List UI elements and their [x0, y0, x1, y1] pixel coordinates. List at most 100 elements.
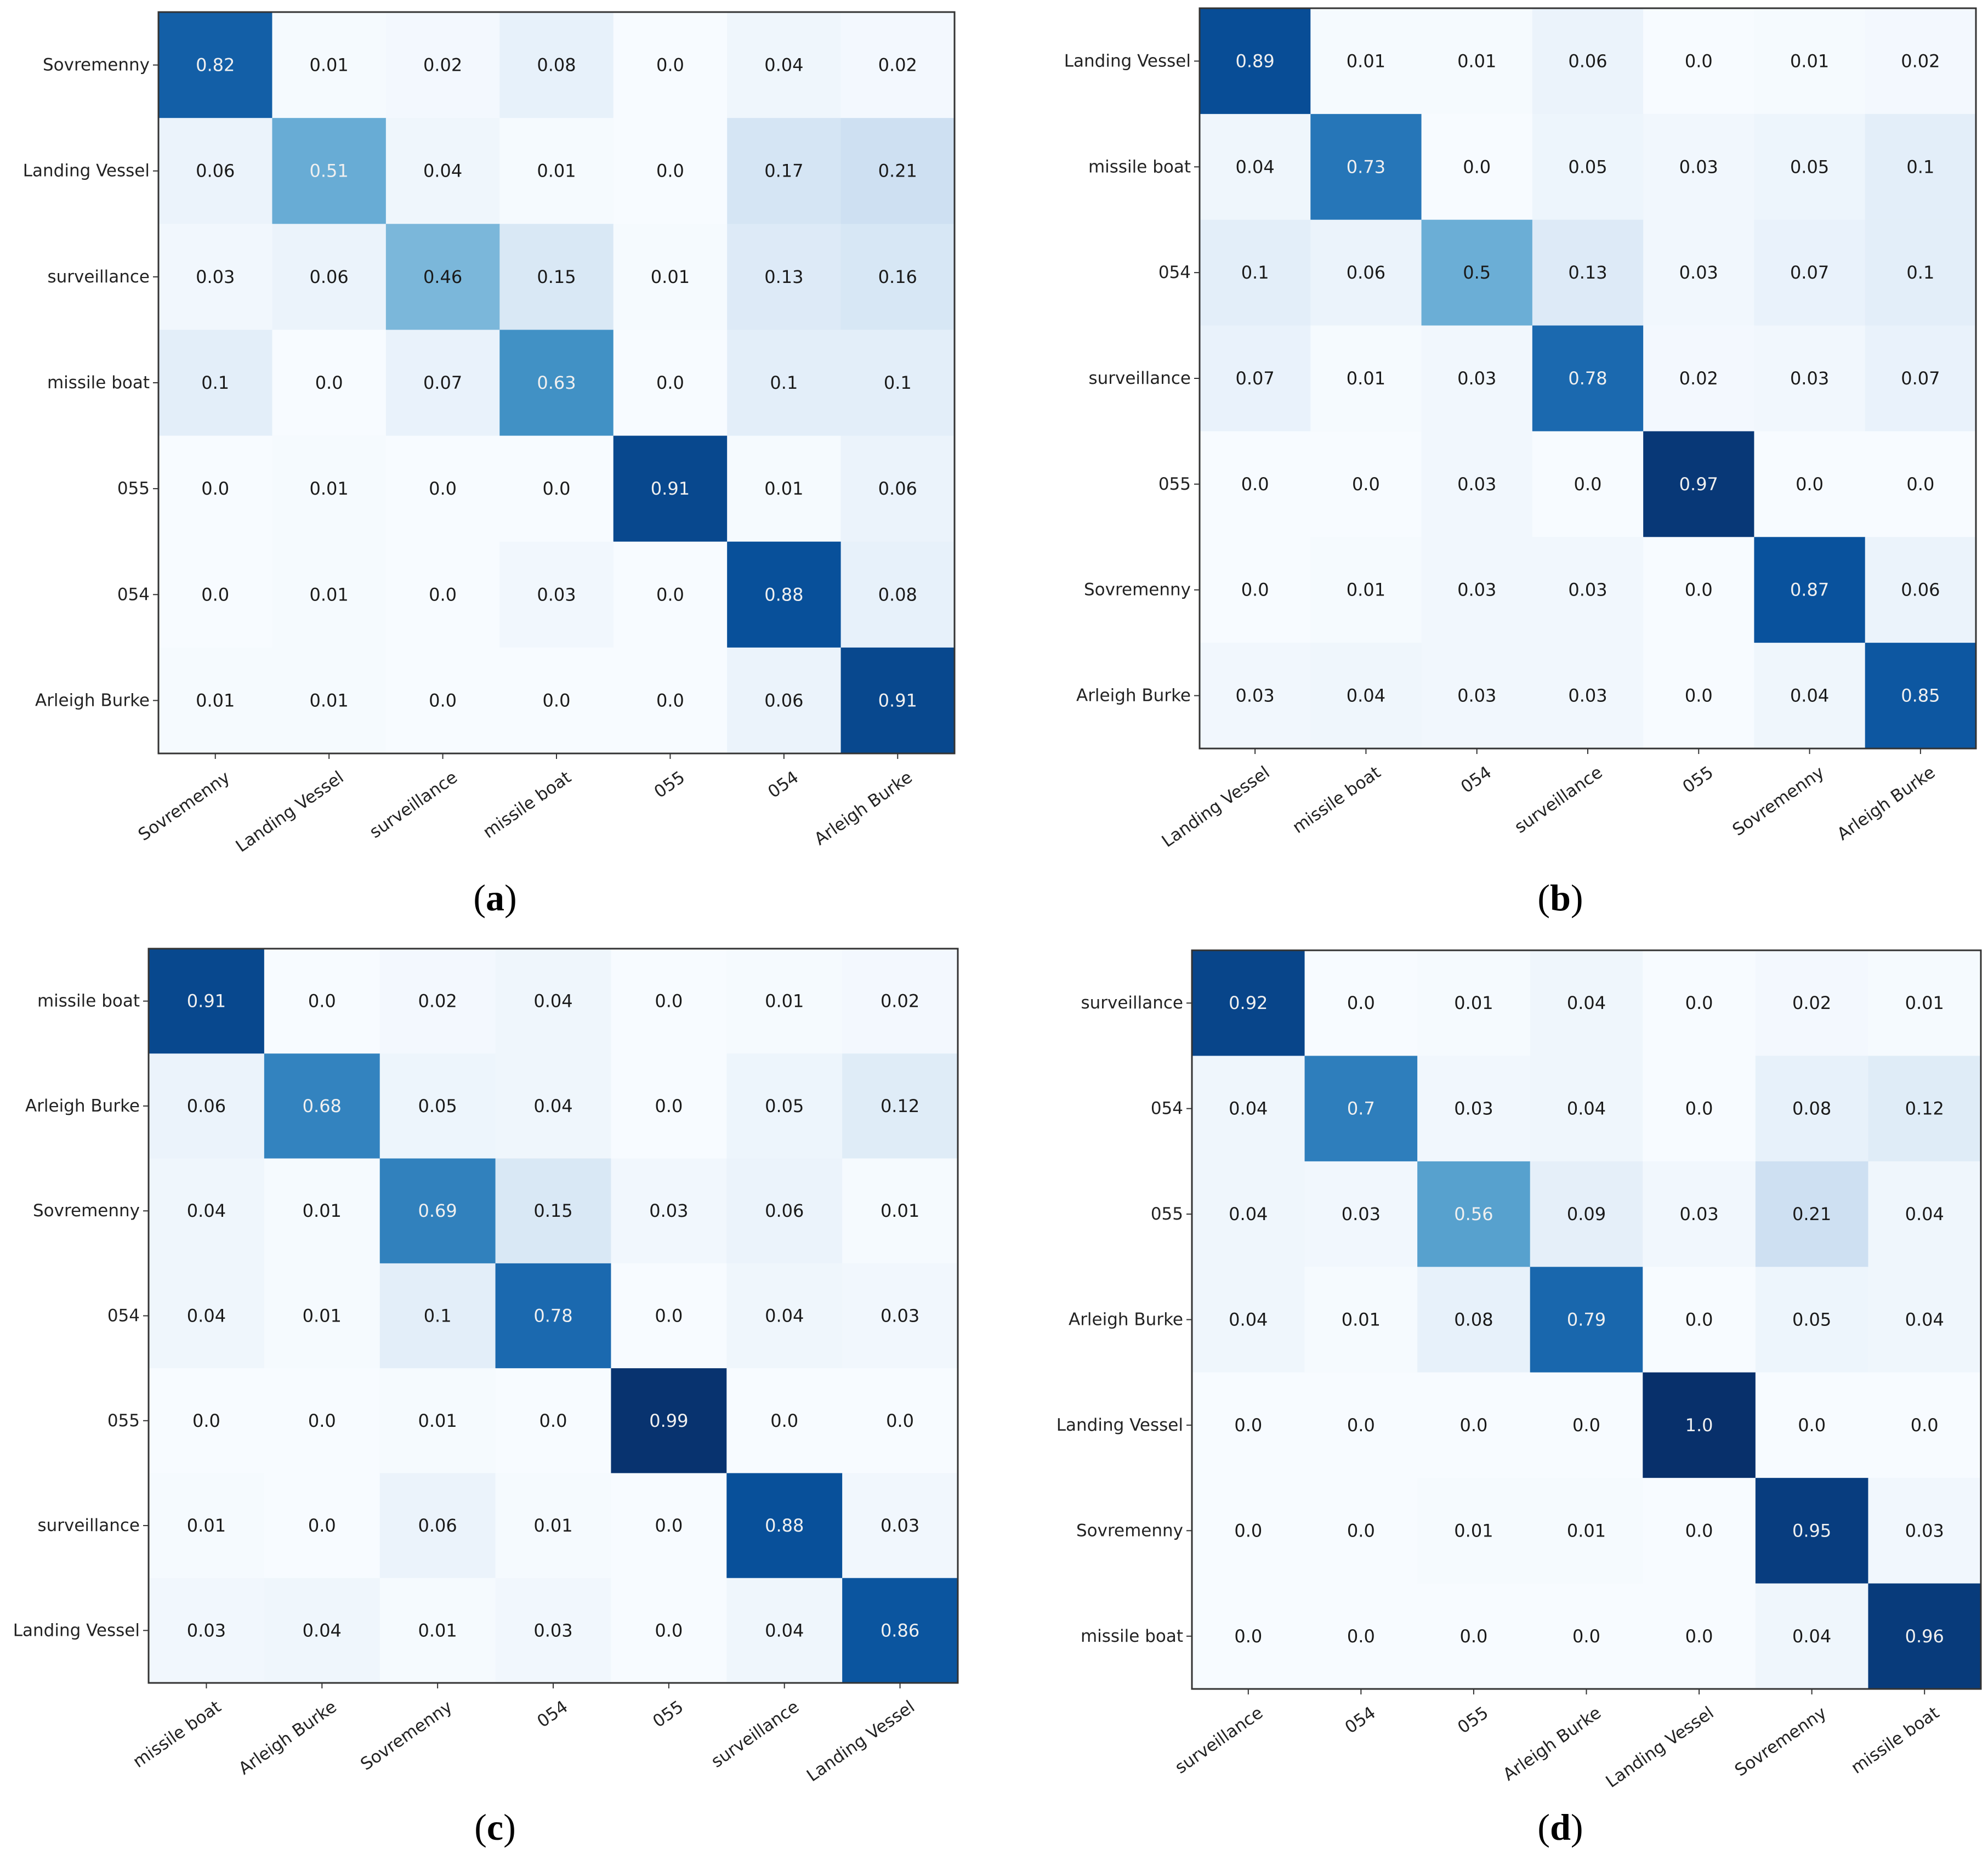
- cell-value-label: 0.69: [418, 1200, 457, 1221]
- heatmap-cell: [1530, 1372, 1643, 1478]
- cell-value-label: 0.01: [1457, 50, 1496, 71]
- cell-value-label: 0.05: [1790, 156, 1829, 177]
- heatmap-cell: [149, 1158, 265, 1264]
- heatmap-cell: [1200, 219, 1311, 326]
- heatmap-cell: [1200, 114, 1311, 220]
- cell-value-label: 0.91: [187, 991, 226, 1012]
- heatmap-cell: [1754, 431, 1866, 537]
- heatmap-cell: [272, 118, 387, 224]
- heatmap-cell: [1421, 537, 1533, 643]
- heatmap-cell: [840, 435, 955, 542]
- heatmap-cell: [1200, 537, 1311, 643]
- cell-value-label: 0.06: [878, 478, 917, 499]
- heatmap-cell: [1310, 8, 1422, 115]
- cell-value-label: 0.91: [651, 478, 690, 499]
- cell-value-label: 0.82: [196, 55, 235, 76]
- heatmap-cell: [149, 1053, 265, 1159]
- cell-value-label: 0.17: [764, 161, 803, 182]
- heatmap-cell: [385, 224, 500, 330]
- cell-value-label: 0.0: [1685, 993, 1713, 1013]
- heatmap-cell: [1530, 1056, 1643, 1162]
- cell-value-label: 0.0: [192, 1410, 220, 1431]
- heatmap-cell: [495, 1473, 611, 1579]
- y-tick-label: Arleigh Burke: [25, 1096, 140, 1116]
- heatmap-cell: [613, 224, 728, 330]
- heatmap-cell: [611, 1368, 727, 1473]
- heatmap-cell: [1532, 219, 1644, 326]
- y-tick-label: Sovremenny: [43, 55, 150, 75]
- heatmap-cell: [1868, 1161, 1981, 1267]
- y-tick-label: surveillance: [37, 1516, 140, 1535]
- heatmap-cell: [727, 12, 842, 118]
- confusion-matrix-d: 0.92 0.0 0.01 0.04 0.0 0.02 0.01 0.04 0.7 0.03 0.0…: [1057, 949, 1982, 1848]
- y-tick-label: surveillance: [1088, 368, 1191, 388]
- cell-value-label: 0.51: [310, 161, 349, 182]
- cell-value-label: 0.0: [543, 690, 571, 711]
- heatmap-cell: [158, 435, 272, 542]
- y-tick-label: missile boat: [37, 991, 140, 1011]
- cell-value-label: 0.0: [1572, 1626, 1600, 1647]
- cell-value-label: 0.08: [537, 55, 576, 76]
- cell-value-label: 0.02: [1679, 368, 1718, 389]
- heatmap-cell: [1643, 1583, 1756, 1689]
- cell-value-label: 0.03: [1790, 368, 1829, 389]
- cell-value-label: 0.0: [656, 55, 684, 76]
- heatmap-cell: [1755, 1372, 1868, 1478]
- heatmap-cell: [1643, 1267, 1756, 1373]
- cell-value-label: 0.1: [1241, 262, 1269, 283]
- cell-value-label: 0.88: [765, 1515, 804, 1536]
- heatmap-cell: [1417, 1267, 1531, 1373]
- heatmap-cell: [727, 330, 842, 436]
- x-tick-label: surveillance: [1172, 1703, 1266, 1777]
- y-tick-label: Sovremenny: [1076, 1521, 1183, 1540]
- cell-value-label: 0.06: [1568, 50, 1607, 71]
- y-tick-label: 055: [1151, 1204, 1183, 1224]
- cell-value-label: 0.04: [187, 1306, 226, 1326]
- heatmap-cell: [726, 1263, 843, 1369]
- cell-value-label: 0.05: [765, 1096, 804, 1116]
- heatmap-cell: [1532, 325, 1644, 432]
- cell-value-label: 0.0: [1685, 685, 1713, 706]
- heatmap-cell: [272, 541, 387, 648]
- heatmap-cell: [1755, 1478, 1868, 1584]
- heatmap-cell: [1421, 643, 1533, 749]
- cell-value-label: 0.1: [770, 372, 798, 393]
- cell-value-label: 0.04: [1229, 1098, 1268, 1119]
- cell-value-label: 0.01: [310, 55, 349, 76]
- cell-value-label: 0.05: [418, 1096, 457, 1116]
- heatmap-cell: [1310, 431, 1422, 537]
- cell-value-label: 0.78: [533, 1306, 572, 1326]
- cell-value-label: 0.0: [655, 1515, 683, 1536]
- heatmap-cell: [385, 435, 500, 542]
- cell-value-label: 0.01: [1347, 368, 1385, 389]
- cell-value-label: 0.03: [533, 1620, 572, 1641]
- heatmap-cell: [379, 1578, 496, 1683]
- heatmap-cell: [1643, 1056, 1756, 1162]
- heatmap-cell: [1755, 950, 1868, 1056]
- x-tick-label: missile boat: [129, 1697, 225, 1772]
- cell-value-label: 0.0: [1574, 474, 1602, 495]
- cell-value-label: 0.07: [1901, 368, 1940, 389]
- heatmap-cell: [499, 330, 614, 436]
- heatmap-cell: [1868, 950, 1981, 1056]
- heatmap-cell: [499, 118, 614, 224]
- x-tick-label: 055: [1454, 1703, 1492, 1737]
- cell-value-label: 0.73: [1347, 156, 1385, 177]
- cell-value-label: 0.04: [765, 1306, 804, 1326]
- cell-value-label: 0.04: [303, 1620, 342, 1641]
- heatmap-cell: [499, 224, 614, 330]
- x-tick-label: Sovremenny: [135, 767, 234, 844]
- heatmap-cell: [499, 647, 614, 754]
- cell-value-label: 0.0: [1234, 1415, 1262, 1436]
- y-tick-label: Landing Vessel: [13, 1620, 140, 1640]
- cell-value-label: 0.63: [537, 372, 576, 393]
- heatmap-cell: [1421, 431, 1533, 537]
- panel-caption-d: (d): [1537, 1806, 1583, 1848]
- x-tick-label: Landing Vessel: [232, 767, 348, 856]
- heatmap-cell: [1643, 8, 1754, 115]
- heatmap-cell: [726, 1368, 843, 1473]
- heatmap-cell: [1643, 537, 1754, 643]
- heatmap-cell: [1304, 1583, 1418, 1689]
- cell-value-label: 0.01: [303, 1306, 342, 1326]
- y-tick-label: surveillance: [47, 267, 150, 287]
